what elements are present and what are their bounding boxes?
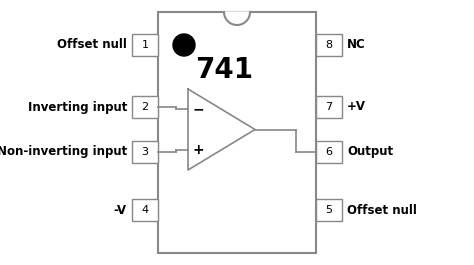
Text: 7: 7: [326, 102, 333, 112]
Bar: [316, 199, 342, 221]
Bar: [132, 96, 158, 118]
Text: Output: Output: [347, 145, 393, 158]
Bar: [316, 34, 342, 56]
Bar: [316, 96, 342, 118]
Text: Non-inverting input: Non-inverting input: [0, 145, 127, 158]
Text: Offset null: Offset null: [57, 38, 127, 51]
Text: 741: 741: [195, 56, 254, 84]
Text: Inverting input: Inverting input: [27, 100, 127, 113]
Text: NC: NC: [347, 38, 366, 51]
Text: 8: 8: [326, 40, 333, 50]
Text: 3: 3: [142, 147, 148, 157]
Text: 1: 1: [142, 40, 148, 50]
Text: 6: 6: [326, 147, 332, 157]
Bar: [132, 34, 158, 56]
Text: -V: -V: [114, 204, 127, 217]
Bar: [132, 199, 158, 221]
Text: −: −: [192, 102, 204, 116]
Text: +: +: [192, 143, 204, 157]
Polygon shape: [224, 12, 250, 25]
Text: 5: 5: [326, 205, 332, 215]
Bar: [158, 12, 316, 253]
Circle shape: [173, 34, 195, 56]
Text: 2: 2: [141, 102, 148, 112]
Bar: [132, 141, 158, 163]
Text: Offset null: Offset null: [347, 204, 417, 217]
Bar: [316, 141, 342, 163]
Text: 4: 4: [141, 205, 148, 215]
Text: +V: +V: [347, 100, 366, 113]
